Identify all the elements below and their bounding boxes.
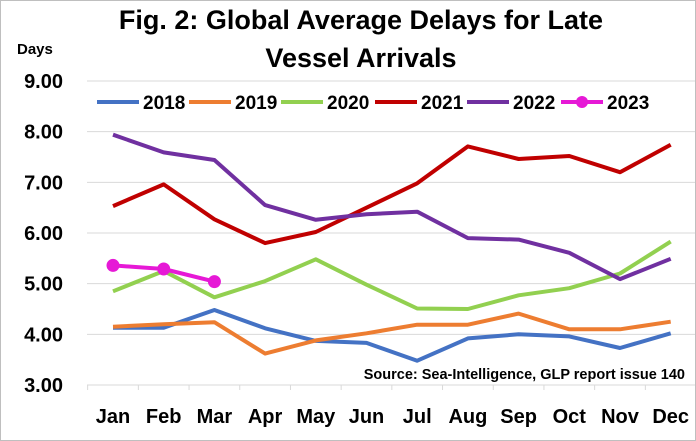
series-line-2022: [112, 132, 672, 282]
x-tick-label: Dec: [652, 406, 689, 428]
y-tick-label: 7.00: [24, 172, 63, 194]
x-tick-label: Mar: [197, 406, 233, 428]
data-point-2023: [157, 262, 171, 276]
series-line-2021: [112, 143, 672, 246]
y-tick-label: 6.00: [24, 223, 63, 245]
legend-label-2021: 2021: [421, 93, 464, 114]
x-tick-label: Jan: [96, 406, 130, 428]
y-tick-label: 9.00: [24, 71, 63, 93]
y-tick-label: 3.00: [24, 375, 63, 397]
chart-title-line-1: Fig. 2: Global Average Delays for Late: [118, 5, 604, 35]
legend-label-2022: 2022: [513, 93, 555, 114]
legend-label-2023: 2023: [607, 93, 649, 114]
legend-label-2018: 2018: [143, 93, 185, 114]
legend-label-2019: 2019: [235, 93, 277, 114]
y-tick-label: 4.00: [24, 324, 63, 346]
chart-title-line-2: Vessel Arrivals: [265, 43, 457, 73]
data-point-2023: [207, 275, 221, 289]
x-tick-label: Aug: [448, 406, 487, 428]
x-tick-label: Jul: [403, 406, 432, 428]
source-annotation: Source: Sea-Intelligence, GLP report iss…: [364, 367, 685, 383]
x-tick-label: Feb: [146, 406, 182, 428]
legend-label-2020: 2020: [327, 93, 369, 114]
x-tick-label: Nov: [601, 406, 640, 428]
x-tick-label: May: [296, 406, 336, 428]
x-tick-label: Sep: [500, 406, 537, 428]
x-tick-label: Jun: [349, 406, 385, 428]
legend-marker-2023: [576, 96, 588, 108]
y-tick-label: 8.00: [24, 122, 63, 144]
x-tick-label: Apr: [248, 406, 283, 428]
series-line-2018: [113, 308, 672, 363]
series-line-2020: [112, 239, 672, 311]
y-tick-label: 5.00: [24, 274, 63, 296]
y-axis-label: Days: [17, 41, 53, 58]
data-point-2023: [106, 258, 120, 272]
series-line-2019: [112, 311, 671, 356]
x-tick-label: Oct: [553, 406, 587, 428]
